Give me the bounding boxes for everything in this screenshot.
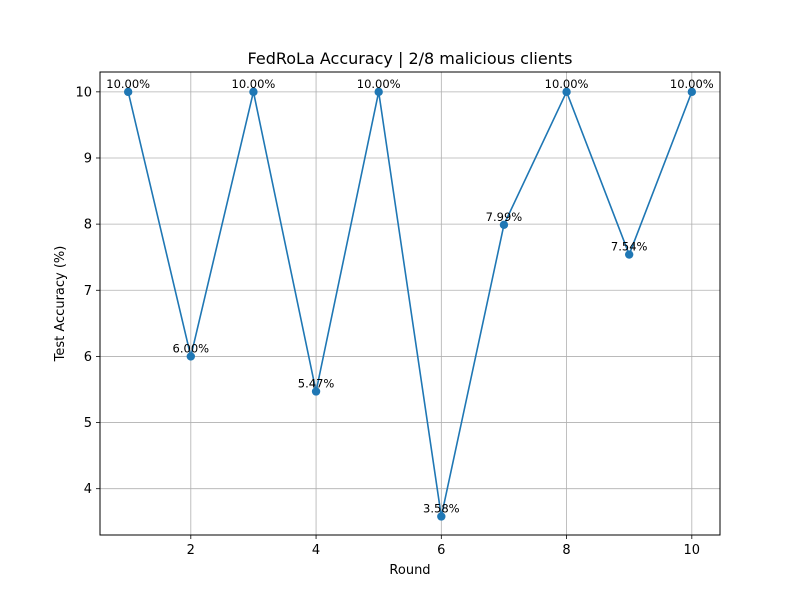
data-point <box>123 87 133 97</box>
data-label: 6.00% <box>173 341 210 355</box>
data-label: 7.99% <box>486 210 523 224</box>
y-tick-label: 9 <box>84 151 92 166</box>
data-point <box>186 352 196 361</box>
data-label: 5.47% <box>298 376 335 390</box>
x-axis-label: Round <box>389 563 430 578</box>
data-point <box>374 87 383 97</box>
data-label: 10.00% <box>670 77 714 91</box>
data-labels: 10.00% 6.00% 10.00% 5.47% 10.00% 3.58% 7.99% 10… <box>106 77 714 516</box>
y-tick-label: 10 <box>75 85 92 100</box>
data-point <box>437 512 446 521</box>
series-line <box>127 91 693 518</box>
y-tick-label: 4 <box>84 482 92 497</box>
data-point <box>624 250 634 259</box>
axis-ticks: 2 4 6 8 10 4 5 6 7 8 9 10 <box>75 85 700 558</box>
data-point <box>311 387 321 396</box>
x-tick-label: 6 <box>437 543 445 558</box>
y-tick-label: 5 <box>84 416 92 431</box>
x-tick-label: 2 <box>187 543 195 558</box>
chart-title: FedRoLa Accuracy | 2/8 malicious clients <box>248 49 573 68</box>
data-point <box>687 87 697 97</box>
x-tick-label: 8 <box>562 543 570 558</box>
data-label: 7.54% <box>611 240 648 254</box>
data-label: 3.58% <box>423 501 460 515</box>
y-axis-label: Test Accuracy (%) <box>53 246 68 363</box>
data-label: 10.00% <box>545 77 589 91</box>
x-tick-label: 4 <box>312 543 320 558</box>
y-tick-label: 6 <box>84 350 92 365</box>
data-label: 10.00% <box>106 77 150 91</box>
series-layer <box>123 87 697 521</box>
x-tick-label: 10 <box>684 543 701 558</box>
data-label: 10.00% <box>232 77 276 91</box>
y-tick-label: 7 <box>84 284 92 299</box>
data-point <box>249 87 258 97</box>
data-point <box>499 220 509 229</box>
plot-frame <box>99 71 721 536</box>
y-tick-label: 8 <box>84 218 92 233</box>
data-label: 10.00% <box>357 77 401 91</box>
data-point <box>562 87 571 97</box>
